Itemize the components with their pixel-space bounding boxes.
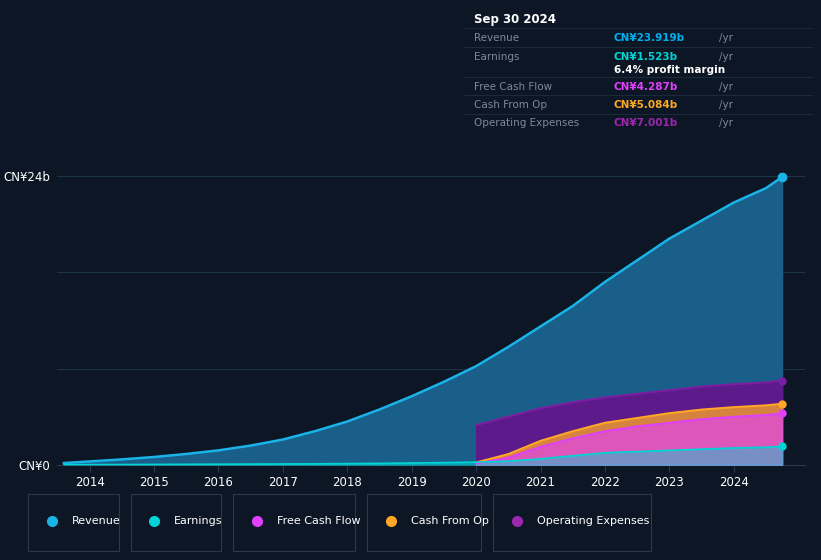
FancyBboxPatch shape — [367, 494, 481, 551]
Text: Revenue: Revenue — [475, 33, 520, 43]
Text: Revenue: Revenue — [71, 516, 121, 526]
Text: Operating Expenses: Operating Expenses — [537, 516, 649, 526]
Text: Cash From Op: Cash From Op — [410, 516, 488, 526]
Text: Free Cash Flow: Free Cash Flow — [475, 82, 553, 91]
Text: 6.4% profit margin: 6.4% profit margin — [614, 65, 725, 75]
Text: /yr: /yr — [718, 100, 732, 110]
FancyBboxPatch shape — [131, 494, 222, 551]
Text: /yr: /yr — [718, 33, 732, 43]
Text: CN¥7.001b: CN¥7.001b — [614, 118, 678, 128]
Text: CN¥4.287b: CN¥4.287b — [614, 82, 678, 91]
Text: CN¥23.919b: CN¥23.919b — [614, 33, 685, 43]
Text: Operating Expenses: Operating Expenses — [475, 118, 580, 128]
Text: /yr: /yr — [718, 82, 732, 91]
Text: /yr: /yr — [718, 118, 732, 128]
FancyBboxPatch shape — [493, 494, 651, 551]
Text: Earnings: Earnings — [174, 516, 222, 526]
FancyBboxPatch shape — [233, 494, 355, 551]
Text: Sep 30 2024: Sep 30 2024 — [475, 13, 557, 26]
Text: Free Cash Flow: Free Cash Flow — [277, 516, 360, 526]
Text: CN¥5.084b: CN¥5.084b — [614, 100, 678, 110]
Text: Cash From Op: Cash From Op — [475, 100, 548, 110]
Text: /yr: /yr — [718, 52, 732, 62]
Text: Earnings: Earnings — [475, 52, 520, 62]
Text: CN¥1.523b: CN¥1.523b — [614, 52, 678, 62]
FancyBboxPatch shape — [28, 494, 119, 551]
